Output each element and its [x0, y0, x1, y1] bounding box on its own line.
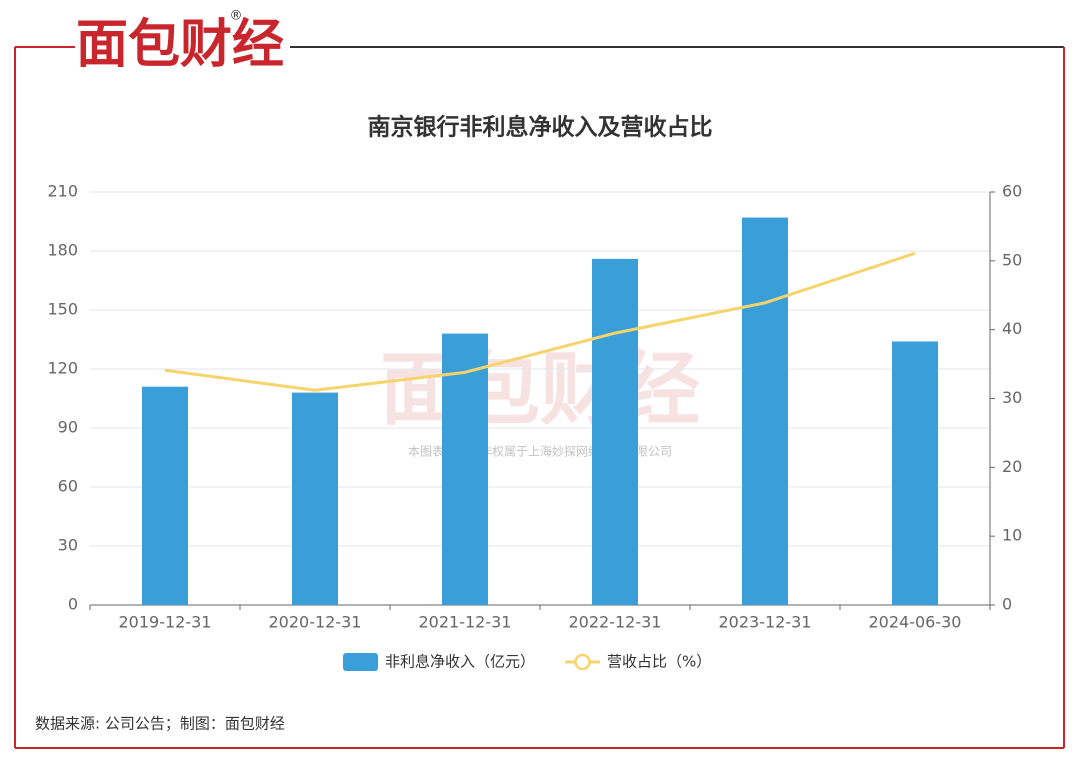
- x-tick-label: 2020-12-31: [269, 613, 362, 632]
- legend-label: 非利息净收入（亿元）: [385, 653, 535, 671]
- y-tick-label: 90: [58, 418, 78, 437]
- x-tick-label: 2022-12-31: [569, 613, 662, 632]
- logo: 面包财经: [76, 15, 284, 75]
- legend-label: 营收占比（%）: [607, 653, 711, 671]
- chart-title: 南京银行非利息净收入及营收占比: [368, 114, 713, 141]
- bar: [592, 258, 638, 605]
- legend-swatch: [343, 653, 378, 671]
- watermark-logo: 面包财经: [380, 343, 700, 436]
- x-tick-label: 2024-06-30: [869, 613, 962, 632]
- y-tick-label: 210: [47, 182, 78, 201]
- y2-tick-label: 60: [1002, 182, 1022, 201]
- y-tick-label: 180: [47, 241, 78, 260]
- bar: [742, 217, 788, 606]
- y-tick-label: 150: [47, 300, 78, 319]
- bar: [442, 333, 488, 605]
- y-tick-label: 0: [68, 595, 78, 614]
- bar: [292, 392, 338, 605]
- y2-tick-label: 50: [1002, 250, 1022, 269]
- legend-swatch: [574, 653, 591, 671]
- y2-tick-label: 40: [1002, 319, 1022, 338]
- x-tick-label: 2021-12-31: [419, 613, 512, 632]
- logo-registered: ®: [230, 9, 243, 24]
- x-tick-label: 2019-12-31: [119, 613, 212, 632]
- y-tick-label: 120: [47, 359, 78, 378]
- y2-tick-label: 10: [1002, 526, 1022, 545]
- y2-tick-label: 0: [1002, 595, 1012, 614]
- y-tick-label: 30: [58, 536, 78, 555]
- y2-tick-label: 30: [1002, 388, 1022, 407]
- line: [164, 251, 916, 392]
- y-tick-label: 60: [58, 477, 78, 496]
- bar: [142, 386, 188, 605]
- x-tick-label: 2023-12-31: [719, 613, 812, 632]
- y2-tick-label: 20: [1002, 457, 1022, 476]
- bar: [892, 341, 938, 605]
- source: 数据来源: 公司公告；制图：面包财经: [35, 715, 285, 733]
